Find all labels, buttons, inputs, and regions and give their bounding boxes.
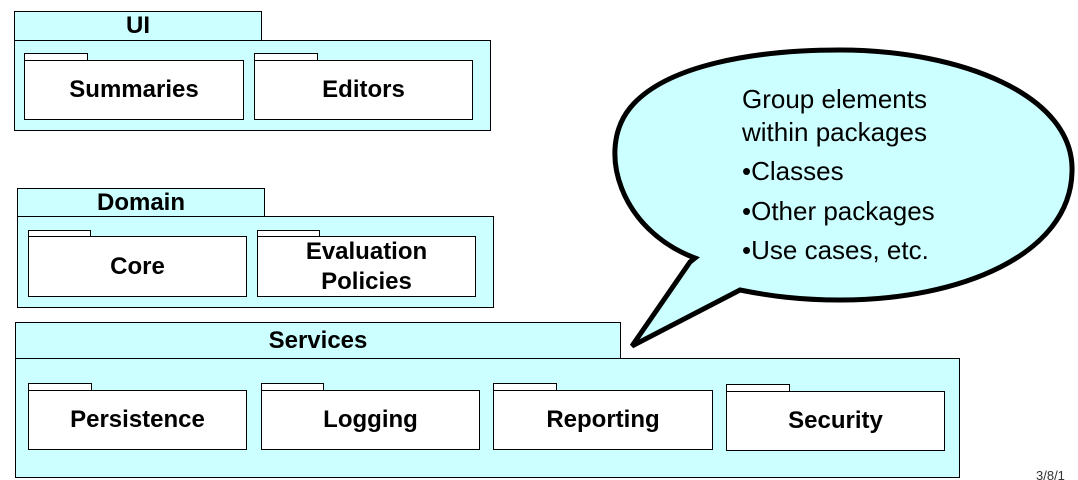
- callout-text: Group elements within packages •Classes …: [742, 83, 1062, 267]
- evaluation-policies-package: Evaluation Policies: [257, 236, 476, 297]
- editors-package: Editors: [254, 60, 473, 120]
- summaries-package: Summaries: [24, 60, 244, 120]
- callout-bullet-classes: •Classes: [742, 156, 844, 186]
- security-package: Security: [726, 391, 945, 451]
- speech-bubble-shape: [612, 47, 1075, 349]
- logging-package: Logging: [261, 390, 480, 450]
- ui-package-title: UI: [126, 12, 150, 39]
- callout-line-1: Group elements: [742, 84, 927, 114]
- services-package-tab: [15, 322, 621, 359]
- core-package: Core: [28, 236, 247, 297]
- callout-bullet-other-packages: •Other packages: [742, 195, 935, 226]
- callout-line-2: within packages: [742, 116, 927, 147]
- services-package-title: Services: [268, 326, 368, 354]
- callout-bullet-use-cases: •Use cases, etc.: [742, 235, 929, 265]
- reporting-package: Reporting: [493, 390, 713, 450]
- domain-package-title: Domain: [96, 188, 185, 216]
- footer-date: 3/8/1: [1036, 468, 1065, 480]
- persistence-package: Persistence: [28, 390, 247, 450]
